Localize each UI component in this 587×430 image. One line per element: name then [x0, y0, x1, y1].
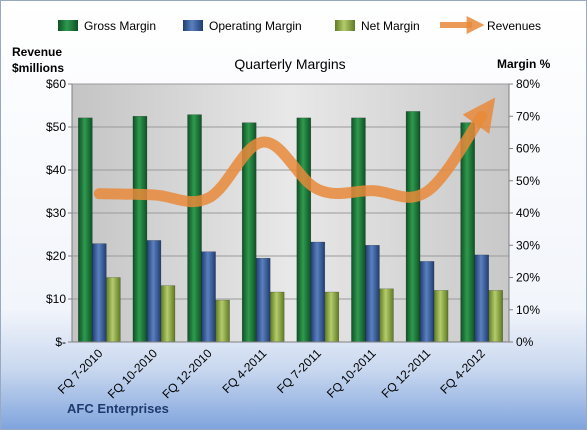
bar-gross-margin-2 [187, 114, 202, 343]
legend-swatch-operating-margin [183, 20, 203, 31]
left-axis-label-line2: $millions [12, 61, 64, 75]
left-tick-label-6: $60 [46, 77, 66, 91]
right-tick-label-6: 60% [516, 142, 540, 156]
right-axis-label: Margin % [497, 57, 551, 71]
company-name: AFC Enterprises [67, 401, 169, 416]
bar-operating-margin-6 [419, 261, 435, 343]
right-tick-label-3: 30% [516, 238, 540, 252]
bar-net-margin-7 [488, 290, 503, 343]
left-tick-label-1: $10 [46, 292, 66, 306]
bar-net-margin-5 [379, 288, 394, 343]
bar-net-margin-1 [160, 285, 176, 343]
legend-swatch-gross-margin [58, 20, 78, 31]
right-tick-label-2: 20% [516, 271, 540, 285]
legend-swatch-net-margin [335, 20, 355, 31]
right-tick-label-8: 80% [516, 77, 540, 91]
legend-label-revenues: Revenues [487, 19, 541, 33]
bar-gross-margin-4 [296, 117, 312, 343]
bar-net-margin-2 [215, 299, 230, 343]
legend-label-operating-margin: Operating Margin [209, 19, 302, 33]
left-tick-label-0: $- [55, 335, 66, 349]
bar-net-margin-4 [324, 291, 340, 343]
chart-title: Quarterly Margins [234, 56, 345, 72]
left-tick-label-4: $40 [46, 163, 66, 177]
bar-net-margin-6 [433, 290, 449, 343]
legend-label-gross-margin: Gross Margin [84, 19, 156, 33]
bar-operating-margin-3 [255, 257, 271, 343]
bar-net-margin-3 [269, 291, 285, 343]
bars [78, 111, 503, 343]
bar-operating-margin-7 [474, 254, 489, 343]
left-tick-label-5: $50 [46, 120, 66, 134]
bar-operating-margin-4 [310, 241, 326, 343]
right-tick-label-7: 70% [516, 109, 540, 123]
legend-label-net-margin: Net Margin [361, 19, 420, 33]
left-tick-label-3: $30 [46, 206, 66, 220]
left-axis-label-line1: Revenue [12, 45, 62, 59]
legend: Gross Margin Operating Margin Net Margin… [58, 16, 541, 34]
bar-operating-margin-1 [146, 240, 162, 343]
left-tick-label-2: $20 [46, 249, 66, 263]
revenue-line-layer [93, 97, 496, 208]
right-tick-label-5: 50% [516, 174, 540, 188]
bar-operating-margin-0 [92, 243, 107, 343]
left-axis-ticks: $- $10 $20 $30 $40 $50 $60 [46, 77, 72, 349]
bar-gross-margin-0 [78, 117, 93, 343]
bar-operating-margin-5 [365, 245, 380, 343]
right-axis-ticks: 0% 10% 20% 30% 40% 50% 60% 70% 80% [509, 77, 540, 349]
revenue-line [93, 97, 496, 208]
right-tick-label-4: 40% [516, 206, 540, 220]
bar-gross-margin-1 [132, 116, 148, 343]
right-tick-label-0: 0% [516, 335, 534, 349]
bar-gross-margin-5 [351, 117, 366, 343]
right-tick-label-1: 10% [516, 303, 540, 317]
bar-gross-margin-6 [405, 111, 421, 343]
bar-net-margin-0 [106, 277, 121, 343]
bar-operating-margin-2 [201, 251, 216, 343]
